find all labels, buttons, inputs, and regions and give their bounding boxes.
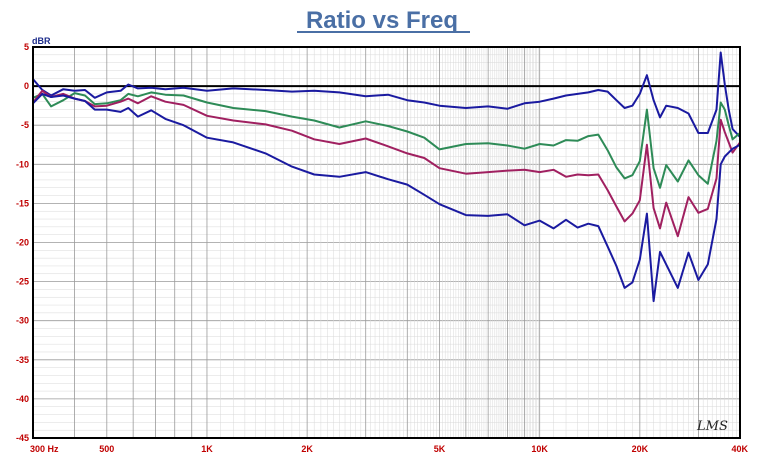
y-tick-label: -25: [16, 277, 29, 287]
y-tick-label: -35: [16, 355, 29, 365]
x-tick-label: 500: [99, 444, 114, 454]
y-tick-label: -5: [21, 120, 29, 130]
series-line-2: [32, 91, 741, 189]
y-tick-label: 5: [24, 42, 29, 52]
y-axis-label: dBR: [32, 36, 51, 46]
x-tick-label: 20K: [632, 444, 649, 454]
x-tick-label: 2K: [301, 444, 313, 454]
lms-logo: LMS: [696, 419, 728, 434]
series-line-4: [32, 92, 741, 303]
x-tick-labels: 300 Hz 500 1K 2K 5K 10K 20K 40K: [30, 444, 748, 454]
y-tick-labels: 5 0 -5 -10 -15 -20 -25 -30 -35 -40 -45: [16, 42, 29, 443]
x-tick-label: 300 Hz: [30, 444, 59, 454]
y-tick-label: -45: [16, 433, 29, 443]
grid: [32, 46, 741, 439]
plot-frame: [32, 46, 741, 439]
x-tick-label: 1K: [201, 444, 213, 454]
x-tick-label: 5K: [434, 444, 446, 454]
y-tick-label: -30: [16, 316, 29, 326]
y-tick-label: -15: [16, 198, 29, 208]
chart-title: Ratio vs Freq: [306, 7, 458, 34]
y-tick-label: -10: [16, 159, 29, 169]
y-tick-label: -40: [16, 394, 29, 404]
series-line-3: [32, 89, 741, 238]
x-tick-label: 10K: [531, 444, 548, 454]
series-line-1: [32, 51, 741, 138]
x-tick-label: 40K: [731, 444, 748, 454]
y-tick-label: -20: [16, 238, 29, 248]
series-layer: [32, 51, 741, 303]
y-tick-label: 0: [24, 81, 29, 91]
